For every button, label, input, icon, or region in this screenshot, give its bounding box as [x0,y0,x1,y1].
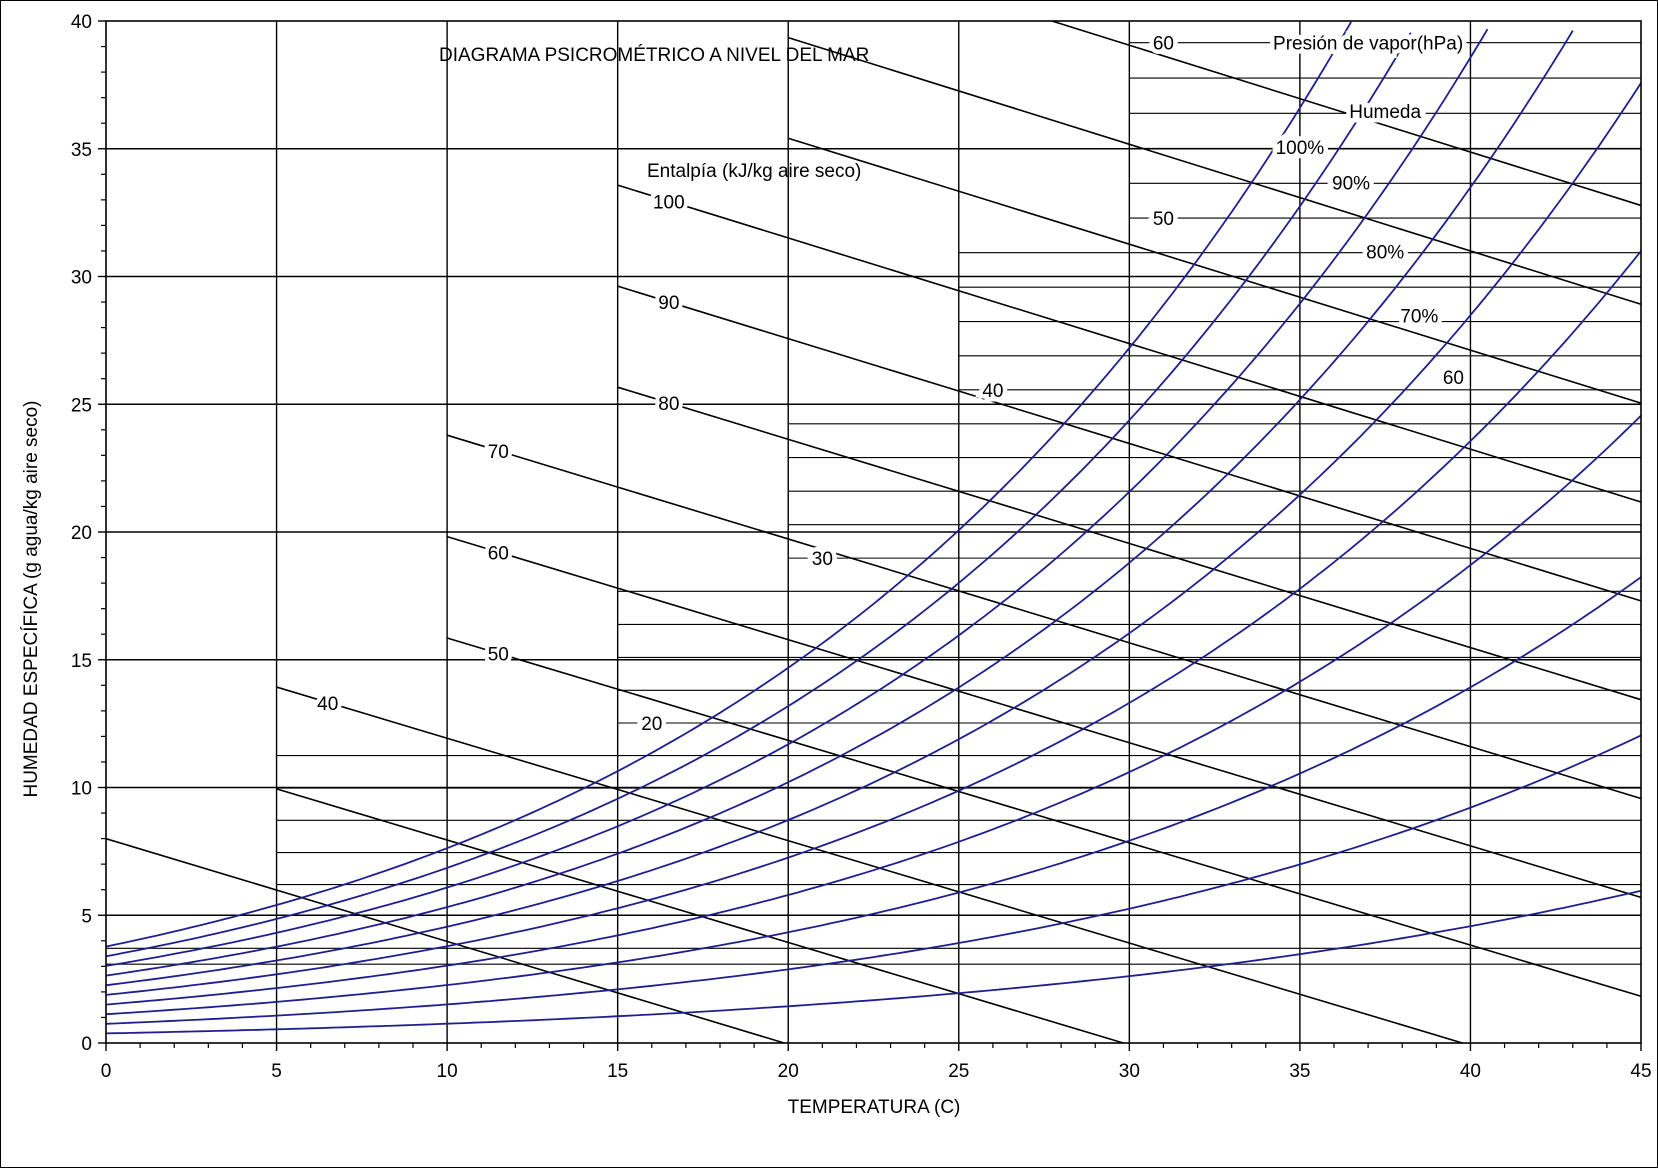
relative-humidity-curve [105,82,1642,987]
enthalpy-legend-label: Entalpía (kJ/kg aire seco) [647,161,861,182]
y-tick-label: 5 [81,906,92,927]
relative-humidity-curve [105,30,1574,977]
vapor-pressure-label: 60 [1153,34,1174,55]
enthalpy-line [276,686,1463,1044]
enthalpy-line [787,36,1642,306]
relative-humidity-label: 70% [1400,306,1438,327]
y-tick-label: 35 [71,140,92,161]
x-tick-label: 0 [101,1061,112,1082]
enthalpy-line [617,386,1642,701]
relative-humidity-curve [105,889,1642,1035]
vapor-pressure-label: 20 [641,714,662,735]
x-tick-label: 25 [948,1061,969,1082]
y-tick-label: 0 [81,1034,92,1055]
x-tick-label: 30 [1119,1061,1140,1082]
curve-labels-layer: 40 50 60 70 80 90 100 100% 90% 80% 70% 60 Humeda 20 30… [313,29,1468,739]
vapor-pressure-layer [106,42,1641,965]
y-tick-label: 15 [71,651,92,672]
vapor-pressure-label: 30 [812,549,833,570]
chart-title: DIAGRAMA PSICROMÉTRICO A NIVEL DEL MAR [439,45,869,66]
enthalpy-line [276,788,1124,1044]
y-tick-label: 30 [71,268,92,289]
relative-humidity-curve [105,734,1642,1025]
x-tick-label: 40 [1460,1061,1481,1082]
relative-humidity-label: 60 [1443,368,1464,389]
relative-humidity-curve [105,250,1642,996]
enthalpy-label: 40 [317,694,338,715]
relative-humidity-curve [105,576,1642,1016]
vapor-pressure-label: 40 [982,381,1003,402]
enthalpy-line [446,637,1642,998]
vapor-pressure-label: 50 [1153,209,1174,230]
enthalpy-line [617,184,1642,503]
enthalpy-label: 50 [488,645,509,666]
relative-humidity-label: 80% [1366,243,1404,264]
vapor-pressure-label: Presión de vapor(hPa) [1273,34,1463,55]
enthalpy-line [446,434,1642,800]
x-tick-label: 45 [1630,1061,1651,1082]
axes-layer: 0 5 10 15 20 25 30 35 40 45 0 5 10 15 20 25 30 35 40 [71,12,1652,1082]
enthalpy-line [1051,20,1642,207]
y-tick-label: 20 [71,523,92,544]
enthalpy-line [787,137,1642,404]
x-tick-label: 35 [1289,1061,1310,1082]
enthalpy-label: 80 [658,394,679,415]
y-axis-title: HUMEDAD ESPECÍFICA (g agua/kg aire seco) [21,400,42,797]
relative-humidity-curve [105,28,1489,967]
relative-humidity-curve [105,32,1412,958]
x-tick-label: 15 [607,1061,628,1082]
relative-humidity-legend-label: Humeda [1349,102,1421,123]
relative-humidity-label: 100% [1276,138,1325,159]
enthalpy-label: 70 [488,442,509,463]
enthalpy-label: 60 [488,543,509,564]
relative-humidity-layer [105,21,1642,1035]
y-tick-label: 25 [71,395,92,416]
x-tick-label: 10 [437,1061,458,1082]
y-tick-label: 10 [71,779,92,800]
enthalpy-line [105,837,785,1044]
relative-humidity-curve [105,415,1642,1006]
enthalpy-line [446,535,1642,899]
grid-layer [106,21,1641,1043]
enthalpy-line [617,285,1642,602]
enthalpy-layer [105,20,1642,1044]
x-tick-label: 20 [778,1061,799,1082]
enthalpy-label: 100 [653,192,685,213]
x-tick-label: 5 [271,1061,282,1082]
relative-humidity-label: 90% [1332,174,1370,195]
relative-humidity-curve [105,21,1352,948]
y-tick-label: 40 [71,12,92,33]
enthalpy-label: 90 [658,293,679,314]
x-axis-title: TEMPERATURA (C) [788,1097,961,1118]
